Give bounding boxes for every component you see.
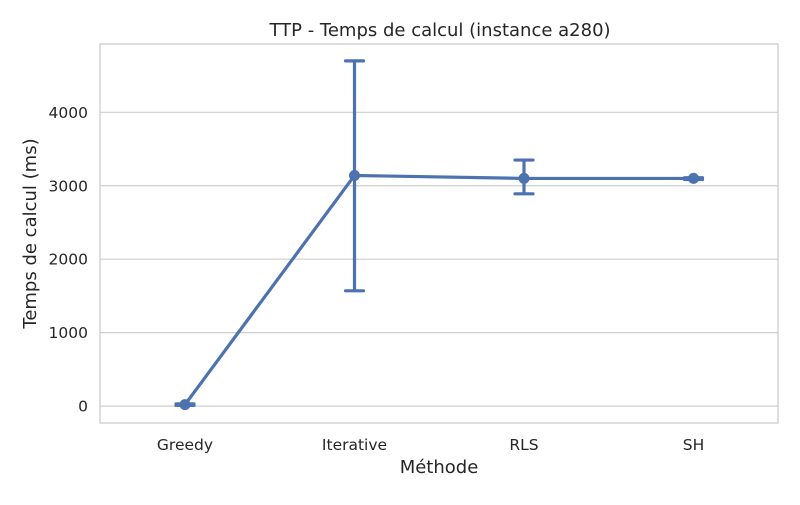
plot-frame bbox=[99, 43, 779, 424]
x-tick-label: SH bbox=[683, 436, 705, 454]
data-point-greedy bbox=[179, 399, 191, 411]
chart-title: TTP - Temps de calcul (instance a280) bbox=[268, 20, 610, 41]
gridlines bbox=[100, 111, 778, 407]
x-tick-label: Iterative bbox=[322, 436, 387, 454]
y-tick-label: 2000 bbox=[49, 251, 88, 269]
data-point-rls bbox=[518, 172, 530, 184]
x-tick-label: Greedy bbox=[157, 436, 213, 454]
y-tick-label: 0 bbox=[78, 398, 88, 416]
data-series bbox=[179, 169, 699, 411]
y-axis-label: Temps de calcul (ms) bbox=[20, 138, 41, 329]
x-axis-ticks: Greedy Iterative RLS SH bbox=[157, 436, 704, 454]
series-line bbox=[183, 173, 694, 406]
data-point-iterative bbox=[349, 169, 360, 181]
y-axis-ticks: 0 1000 2000 3000 4000 bbox=[49, 104, 88, 416]
x-tick-label: RLS bbox=[509, 436, 538, 454]
y-tick-label: 1000 bbox=[49, 324, 88, 342]
x-axis-label: Méthode bbox=[400, 457, 479, 478]
y-tick-label: 4000 bbox=[49, 104, 88, 122]
y-tick-label: 3000 bbox=[49, 177, 88, 195]
data-point-sh bbox=[688, 172, 699, 184]
